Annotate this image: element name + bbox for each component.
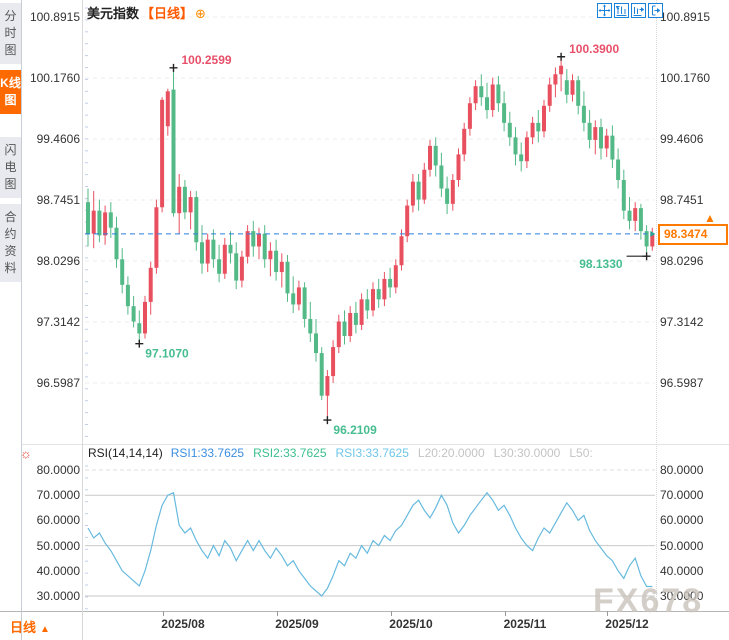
period-selector-label: 日线 [10, 620, 37, 635]
pan-icon[interactable] [597, 3, 612, 18]
rsi-tick-label-right: 50.0000 [660, 538, 704, 553]
rsi-value-label: L20:20.0000 [417, 446, 485, 460]
rsi-tick-label-right: 80.0000 [660, 463, 704, 477]
price-tick-label-left: 96.5987 [36, 376, 80, 390]
svg-text:100.3900: 100.3900 [569, 42, 619, 56]
month-label: 2025/08 [161, 617, 205, 631]
rsi-header: RSI(14,14,14) RSI1:33.7625 RSI2:33.7625 RSI… [88, 446, 650, 460]
price-tick-label-left: 100.8915 [29, 10, 80, 24]
price-tick-label-left: 100.1760 [29, 71, 80, 85]
zoom-expand-icon[interactable] [614, 3, 629, 18]
period-up-arrow-icon: ▲ [40, 624, 50, 635]
sidebar-tab-lightning-chart[interactable]: 闪电图 [0, 137, 21, 198]
rsi-tick-label-left: 50.0000 [36, 538, 80, 553]
rsi-value-label: L30:30.0000 [493, 446, 561, 460]
sidebar-tab-contract-info[interactable]: 合约资料 [0, 204, 21, 282]
month-tick [504, 611, 506, 616]
svg-text:96.2109: 96.2109 [333, 423, 377, 437]
svg-text:100.2599: 100.2599 [182, 53, 232, 67]
rsi-tick-label-right: 30.0000 [660, 589, 704, 603]
price-tick-label-left: 99.4606 [36, 131, 80, 146]
rsi-tick-label-right: 60.0000 [660, 513, 704, 528]
rsi-value-label: RSI2:33.7625 [253, 446, 327, 460]
price-up-arrow-icon: ▲ [704, 210, 716, 225]
price-tick-label-right: 100.8915 [660, 10, 711, 24]
month-tick [607, 611, 608, 616]
chart-type-sidebar: 分时图 K线图 闪电图 合约资料 [0, 0, 22, 640]
price-tick-label-right: 99.4606 [660, 131, 704, 146]
instrument-name: 美元指数 [87, 6, 140, 21]
axis-right-border [656, 0, 657, 611]
chart-toolbar [597, 3, 663, 18]
rsi-value-label: RSI3:33.7625 [335, 446, 409, 460]
add-indicator-icon[interactable]: ⊕ [195, 6, 206, 21]
rsi-tick-label-right: 70.0000 [660, 488, 704, 503]
month-tick [276, 611, 278, 616]
axis-left-border [82, 0, 83, 640]
xaxis-divider [0, 611, 729, 612]
sidebar-tab-time-chart[interactable]: 分时图 [0, 3, 21, 64]
price-tick-label-right: 98.7451 [660, 193, 704, 207]
reset-view-icon[interactable] [648, 3, 663, 18]
month-tick [390, 611, 392, 616]
rsi-indicator-name: RSI(14,14,14) [88, 446, 163, 460]
rsi-tick-label-right: 40.0000 [660, 563, 704, 578]
page-title: 美元指数 【日线】 ⊕ [87, 3, 206, 22]
rsi-tick-label-left: 70.0000 [36, 488, 80, 503]
rsi-tick-label-left: 40.0000 [36, 563, 80, 578]
price-tick-label-right: 98.0296 [660, 254, 704, 268]
sidebar-tab-kline-chart[interactable]: K线图 [0, 70, 21, 114]
rsi-tick-label-left: 80.0000 [36, 463, 80, 477]
panel-divider [22, 444, 729, 445]
svg-text:98.1330: 98.1330 [579, 257, 623, 271]
rsi-tick-label-left: 30.0000 [36, 589, 80, 603]
price-tick-label-left: 98.0296 [36, 254, 80, 268]
main-chart-canvas[interactable]: 100.2599 100.3900 97.1070 96.2109 98.1330 [85, 0, 655, 443]
current-price-tag: 98.3474 [658, 223, 728, 245]
price-tick-label-left: 98.7451 [36, 193, 80, 207]
period-tag: 【日线】 [141, 6, 194, 21]
month-tick [162, 611, 164, 616]
price-tick-label-right: 96.5987 [660, 376, 704, 390]
rsi-value-label: RSI1:33.7625 [170, 446, 245, 460]
month-label: 2025/10 [389, 617, 433, 631]
month-label: 2025/09 [275, 617, 319, 631]
rsi-tick-label-left: 60.0000 [36, 513, 80, 528]
price-tick-label-right: 97.3142 [660, 315, 704, 329]
month-label: 2025/12 [605, 617, 649, 631]
svg-text:97.1070: 97.1070 [145, 347, 189, 361]
rsi-chart-canvas[interactable] [85, 460, 655, 610]
price-tick-label-left: 97.3142 [36, 315, 80, 329]
zoom-forward-icon[interactable] [631, 3, 646, 18]
indicator-settings-icon[interactable]: ☼ [20, 446, 32, 461]
month-label: 2025/11 [503, 617, 547, 631]
rsi-value-label: L50: [569, 446, 593, 460]
period-selector-button[interactable]: 日线 ▲ [10, 617, 50, 636]
watermark: FX678 [593, 582, 704, 620]
price-tick-label-right: 100.1760 [660, 71, 711, 85]
